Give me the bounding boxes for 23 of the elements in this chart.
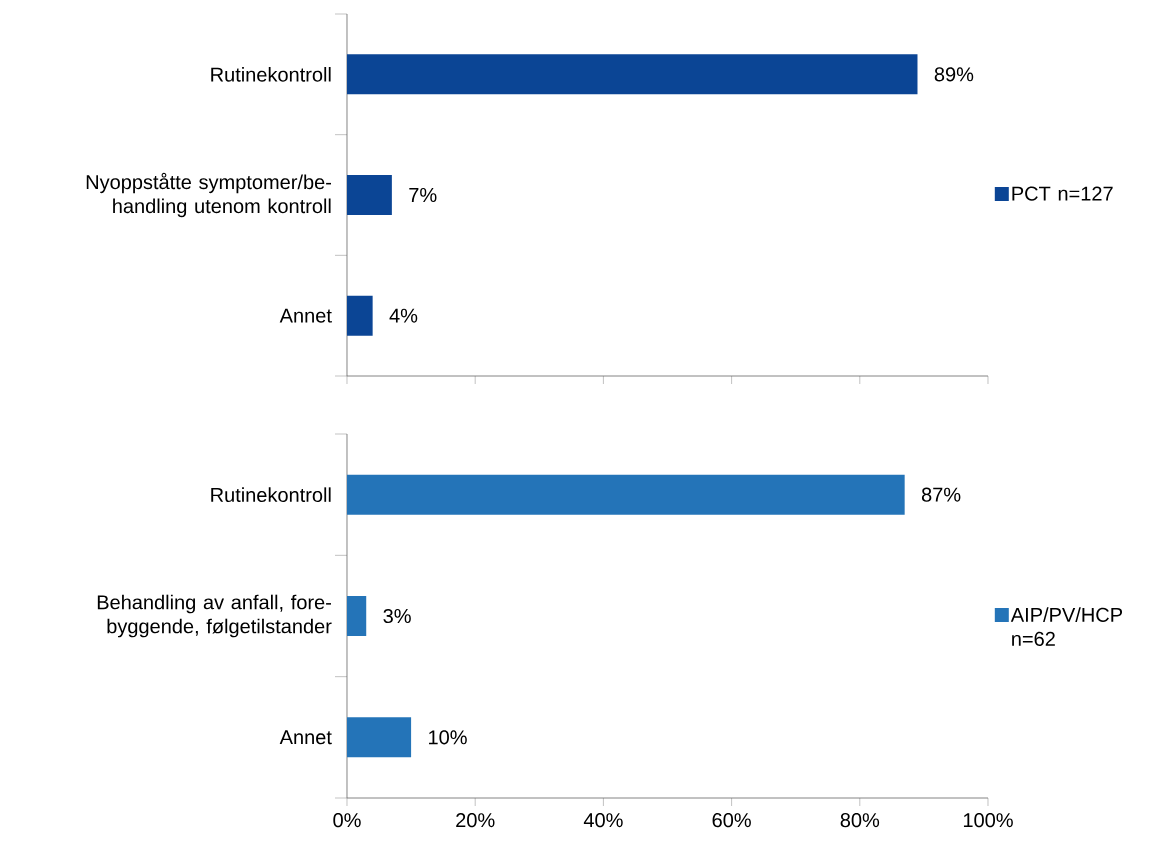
bar bbox=[347, 717, 412, 758]
data-label: 7% bbox=[409, 187, 437, 203]
x-tick-label: 40% bbox=[583, 813, 623, 828]
y-tick-label: Rutinekontroll bbox=[211, 66, 331, 82]
x-tick-label: 60% bbox=[712, 813, 751, 828]
x-tick-label: 100% bbox=[963, 813, 1013, 828]
bar bbox=[347, 474, 905, 515]
y-tick-label: Behandling av anfall, fore-byggende, følgetilstander bbox=[97, 594, 332, 638]
x-tick-label: 80% bbox=[840, 813, 880, 828]
data-label: 4% bbox=[389, 308, 418, 323]
data-label: 3% bbox=[383, 608, 411, 624]
y-tick-label: Annet bbox=[279, 308, 332, 323]
data-label: 89% bbox=[934, 67, 974, 82]
y-tick-label: Nyoppståtte symptomer/be-handling utenom kontroll bbox=[86, 172, 332, 218]
x-tick-label: 0% bbox=[333, 813, 361, 828]
legend-label: PCT n=127 bbox=[1012, 186, 1113, 201]
bar bbox=[347, 596, 367, 637]
y-tick-label: Annet bbox=[279, 730, 332, 745]
data-label: 10% bbox=[429, 730, 467, 745]
y-tick-label: Rutinekontroll bbox=[211, 487, 331, 503]
x-tick-label: 20% bbox=[456, 813, 495, 828]
data-label: 87% bbox=[921, 487, 961, 502]
legend-label: AIP/PV/HCP n=62 bbox=[1010, 607, 1123, 646]
